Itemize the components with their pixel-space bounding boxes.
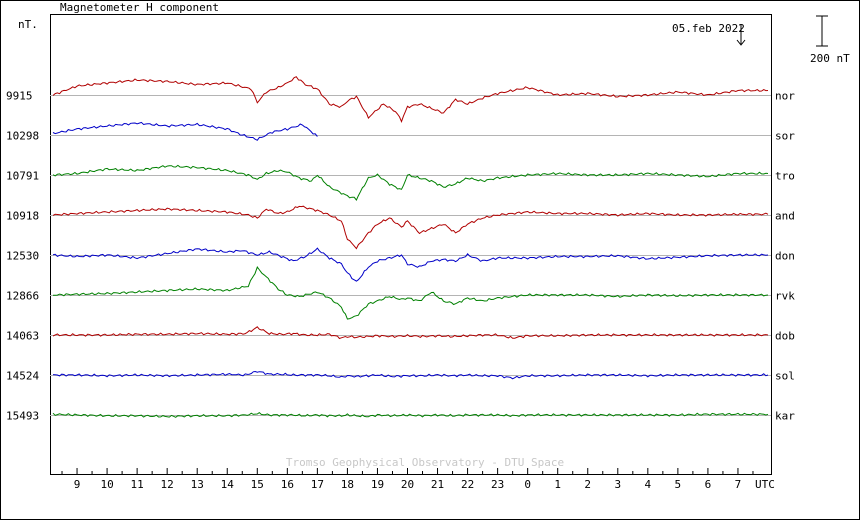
station-label-rvk: rvk bbox=[775, 290, 795, 303]
baseline-value-rvk: 12866 bbox=[6, 290, 39, 303]
station-label-kar: kar bbox=[775, 410, 795, 423]
baseline-value-sor: 10298 bbox=[6, 130, 39, 143]
x-axis-unit: UTC bbox=[755, 478, 775, 491]
x-tick-label: 9 bbox=[74, 478, 81, 491]
baseline-value-don: 12530 bbox=[6, 250, 39, 263]
series-line-don bbox=[52, 247, 769, 282]
baseline-value-sol: 14524 bbox=[6, 370, 39, 383]
credit-text: Tromso Geophysical Observatory - DTU Spa… bbox=[286, 456, 564, 469]
series-line-dob bbox=[52, 326, 769, 340]
x-tick-label: 0 bbox=[524, 478, 531, 491]
series-line-rvk bbox=[52, 266, 769, 320]
x-tick-label: 17 bbox=[311, 478, 324, 491]
date-marker-arrowhead bbox=[736, 39, 746, 46]
x-tick-label: 5 bbox=[675, 478, 682, 491]
y-unit-label: nT. bbox=[18, 18, 38, 31]
station-label-dob: dob bbox=[775, 330, 795, 343]
chart-title: Magnetometer H component bbox=[60, 1, 219, 14]
baseline-value-dob: 14063 bbox=[6, 330, 39, 343]
series-line-sor bbox=[52, 121, 318, 141]
x-tick-label: 20 bbox=[401, 478, 414, 491]
x-tick-label: 23 bbox=[491, 478, 504, 491]
baseline-value-tro: 10791 bbox=[6, 170, 39, 183]
series-line-kar bbox=[52, 411, 769, 418]
x-axis-ticks: 9 10 11 12 13 14 15 16 17 18 19 20 21 22 23 0 1 2 3 4 5 6 7 bbox=[61, 468, 754, 491]
scale-bar bbox=[816, 15, 828, 47]
series-line-tro bbox=[52, 164, 769, 201]
station-label-nor: nor bbox=[775, 90, 795, 103]
series-line-sol bbox=[52, 370, 769, 380]
baseline-value-nor: 9915 bbox=[6, 90, 33, 103]
x-tick-label: 16 bbox=[281, 478, 294, 491]
station-label-sor: sor bbox=[775, 130, 795, 143]
x-tick-label: 22 bbox=[461, 478, 474, 491]
scale-bar-label: 200 nT bbox=[810, 52, 850, 65]
x-tick-label: 11 bbox=[130, 478, 143, 491]
series-line-nor bbox=[52, 76, 769, 123]
station-label-sol: sol bbox=[775, 370, 795, 383]
x-tick-label: 13 bbox=[191, 478, 204, 491]
baseline-value-and: 10918 bbox=[6, 210, 39, 223]
x-tick-label: 6 bbox=[705, 478, 712, 491]
x-tick-label: 12 bbox=[161, 478, 174, 491]
plot-area bbox=[50, 14, 772, 475]
x-tick-label: 1 bbox=[554, 478, 561, 491]
series-line-and bbox=[52, 205, 769, 250]
x-tick-label: 2 bbox=[584, 478, 591, 491]
x-tick-label: 18 bbox=[341, 478, 354, 491]
x-tick-label: 14 bbox=[221, 478, 235, 491]
x-tick-label: 15 bbox=[251, 478, 264, 491]
station-label-don: don bbox=[775, 250, 795, 263]
baseline-value-kar: 15493 bbox=[6, 410, 39, 423]
x-tick-label: 10 bbox=[100, 478, 113, 491]
station-label-tro: tro bbox=[775, 170, 795, 183]
station-label-and: and bbox=[775, 210, 795, 223]
series-group bbox=[52, 76, 769, 418]
date-label: 05.feb 2022 bbox=[672, 22, 745, 35]
baselines-group: 9915 nor 10298 sor 10791 tro 10918 and 12530 don 1… bbox=[6, 90, 795, 423]
x-tick-label: 7 bbox=[735, 478, 742, 491]
x-tick-label: 3 bbox=[614, 478, 621, 491]
x-tick-label: 4 bbox=[645, 478, 652, 491]
x-tick-label: 19 bbox=[371, 478, 384, 491]
x-tick-label: 21 bbox=[431, 478, 444, 491]
